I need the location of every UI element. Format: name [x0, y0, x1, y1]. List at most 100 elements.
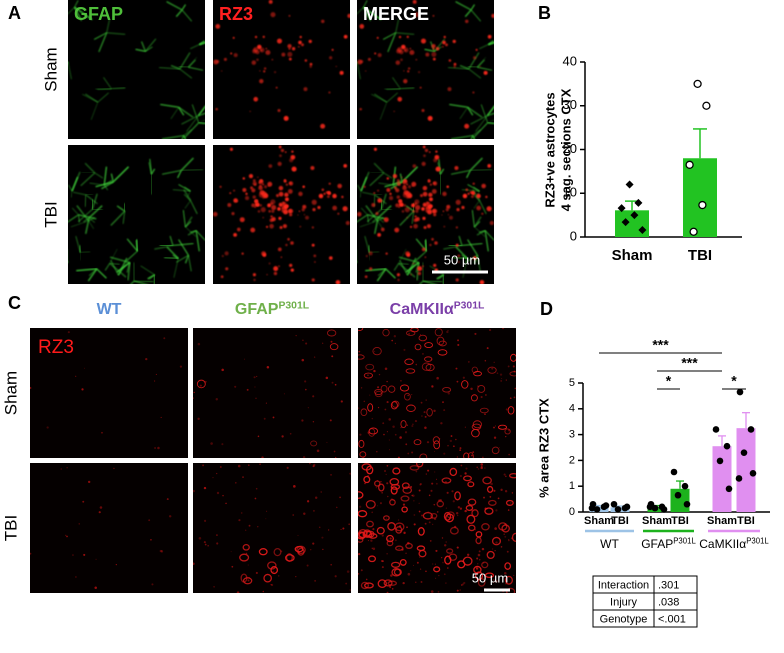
rz3-cell — [399, 558, 407, 566]
astrocyte-process — [125, 250, 138, 262]
astrocyte-process — [145, 46, 153, 52]
astrocyte-process — [472, 135, 475, 139]
rz3-signal — [422, 265, 424, 268]
rz3-cell — [416, 463, 424, 468]
rz3-signal — [66, 467, 68, 469]
rz3-signal — [414, 419, 418, 423]
astrocyte-process — [104, 263, 111, 271]
rz3-signal — [349, 589, 351, 591]
rz3-signal — [337, 212, 340, 215]
rz3-signal — [467, 192, 470, 195]
row-label: Sham — [41, 47, 60, 91]
rz3-signal — [493, 361, 495, 363]
rz3-signal — [250, 186, 253, 190]
rz3-cell — [390, 486, 398, 495]
rz3-signal — [242, 476, 244, 478]
rz3-signal — [254, 386, 256, 388]
astrocyte-process — [455, 246, 468, 259]
rz3-signal — [415, 209, 419, 213]
rz3-signal — [415, 58, 418, 61]
rz3-signal — [474, 332, 477, 335]
rz3-signal — [262, 216, 264, 219]
rz3-signal — [157, 446, 160, 450]
astrocyte-process — [78, 214, 97, 220]
data-point — [651, 504, 659, 512]
y-tick-label: 2 — [569, 454, 575, 466]
astrocyte-process — [180, 157, 194, 171]
rz3-signal — [78, 523, 80, 525]
astrocyte-process — [195, 230, 200, 252]
rz3-cell — [242, 543, 250, 551]
rz3-signal — [216, 491, 220, 495]
rz3-signal — [441, 537, 444, 539]
rz3-signal — [447, 444, 449, 447]
rz3-cell — [386, 540, 394, 547]
data-point — [646, 503, 654, 511]
rz3-cell — [472, 420, 482, 429]
x-tick-label: Sham — [707, 515, 737, 527]
astrocyte-process — [182, 210, 186, 228]
rz3-signal — [394, 433, 397, 436]
astrocyte-process — [106, 32, 126, 36]
rz3-signal — [456, 456, 459, 458]
rz3-signal — [401, 176, 403, 178]
rz3-signal — [271, 216, 276, 222]
rz3-signal — [266, 273, 268, 276]
group-label-base: CaMKIIα — [699, 537, 746, 551]
astrocyte-process — [83, 217, 90, 223]
rz3-signal — [412, 164, 417, 168]
astrocyte-process — [109, 256, 130, 264]
rz3-signal — [320, 123, 326, 129]
astrocyte-process — [448, 67, 469, 70]
rz3-signal — [151, 583, 154, 586]
rz3-signal — [422, 216, 426, 220]
rz3-signal — [405, 552, 407, 554]
rz3-signal — [447, 213, 450, 216]
data-point — [634, 198, 643, 207]
rz3-signal — [472, 91, 475, 94]
micrograph — [358, 328, 516, 458]
astrocyte-process — [95, 181, 114, 188]
rz3-cell — [367, 403, 374, 412]
rz3-cell — [406, 404, 416, 412]
rz3-signal — [414, 12, 420, 18]
astrocyte-process — [472, 129, 481, 136]
rz3-cell — [486, 485, 494, 493]
rz3-signal — [443, 573, 446, 576]
rz3-signal — [476, 557, 479, 560]
rz3-cell — [475, 536, 482, 545]
rz3-signal — [433, 158, 438, 163]
rz3-signal — [432, 14, 435, 17]
micrograph — [30, 328, 188, 458]
rz3-signal — [425, 52, 430, 57]
rz3-signal — [445, 582, 447, 584]
astrocyte-process — [80, 251, 91, 253]
micrograph-bg — [213, 0, 350, 139]
rz3-signal — [334, 383, 337, 386]
rz3-signal — [463, 581, 466, 585]
rz3-signal — [403, 79, 408, 84]
rz3-signal — [227, 203, 232, 207]
astrocyte-process — [451, 169, 471, 175]
astrocyte-process — [150, 168, 156, 175]
rz3-signal — [289, 432, 292, 435]
astrocyte-process — [371, 94, 387, 103]
astrocyte-process — [461, 243, 483, 246]
rz3-signal — [229, 147, 233, 151]
rz3-cell — [505, 499, 514, 506]
rz3-signal — [435, 150, 438, 153]
rz3-signal — [302, 339, 304, 341]
rz3-signal — [202, 464, 205, 467]
astrocyte-process — [476, 230, 486, 236]
data-point — [602, 502, 610, 509]
rz3-signal — [414, 215, 417, 218]
rz3-cell — [358, 510, 368, 518]
astrocyte-process — [443, 244, 463, 250]
rz3-signal — [421, 514, 424, 517]
rz3-signal — [252, 179, 256, 183]
rz3-cell — [430, 513, 438, 519]
rz3-signal — [457, 514, 459, 517]
rz3-signal — [433, 182, 436, 185]
rz3-signal — [419, 194, 424, 198]
